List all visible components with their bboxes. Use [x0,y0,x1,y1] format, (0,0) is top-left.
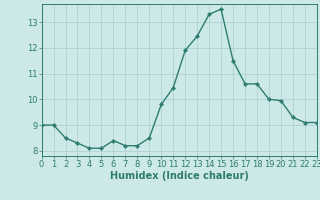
X-axis label: Humidex (Indice chaleur): Humidex (Indice chaleur) [110,171,249,181]
